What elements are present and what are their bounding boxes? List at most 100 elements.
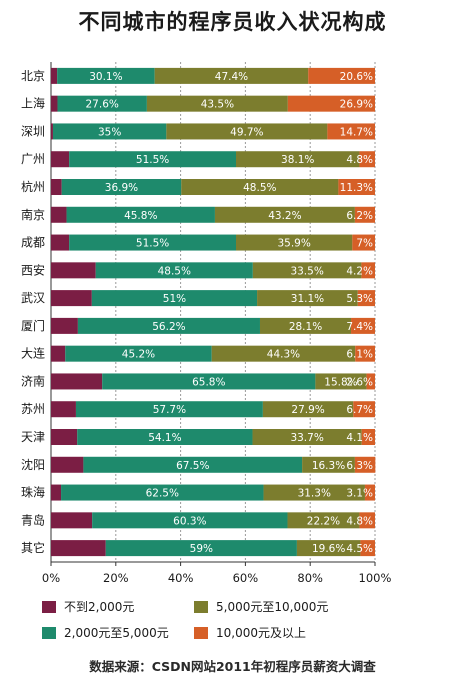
legend-swatch-5000-10000 [194,600,208,613]
data-label: 59% [190,543,213,555]
category-label: 武汉 [21,291,45,305]
bar-segment [327,123,375,140]
x-tick-label: 0% [42,571,60,585]
data-label: 6.2% [346,210,373,222]
bar-segment [69,234,237,251]
legend-label-under-2000: 不到2,000元 [64,600,135,614]
category-label: 苏州 [21,402,45,416]
bar-segment [262,401,354,418]
data-label: 38.1% [281,154,314,166]
data-label: 27.6% [86,99,119,111]
data-label: 45.2% [122,349,155,361]
bar-segment [364,484,375,501]
data-label: 65.8% [192,376,225,388]
bar-segment [263,484,365,501]
bar-segment [252,262,362,279]
legend-swatch-under-2000 [42,600,56,613]
bar-segment [61,179,182,195]
data-source: 数据来源：CSDN网站2011年初程序员薪资大调查 [89,659,376,674]
data-label: 4.1% [346,432,373,444]
bar-segment [51,429,78,445]
bar-segment [51,512,93,529]
bar-segment [65,345,212,362]
bar-segment [359,512,375,529]
bar-segment [359,151,375,168]
bar-segment [361,429,375,445]
chart-title: 不同城市的程序员收入状况构成 [78,9,387,34]
bar-segment [236,234,353,251]
bar-segment [353,401,375,418]
data-label: 6.7% [346,404,373,416]
data-label: 30.1% [89,71,122,83]
bar-segment [51,67,58,84]
stacked-bar-chart: 0% 20% 40% 60% 80% 100% 北京 30.1% 47.4% 20.6% 上海 27.… [21,62,392,585]
bar-segment [236,151,360,168]
bar-segment [146,95,288,112]
category-label: 青岛 [21,512,45,527]
data-label: 4.8% [346,515,373,527]
data-label: 51% [163,293,186,305]
bar-segment [83,456,303,473]
category-label: 大连 [21,346,45,361]
data-label: 4.2% [346,265,373,277]
data-label: 4.8% [346,154,373,166]
legend-swatch-2000-5000 [42,626,56,639]
category-label: 沈阳 [21,457,45,472]
data-label: 56.2% [152,321,185,333]
bar-segment [77,317,260,334]
bar-segment [361,262,375,279]
category-label: 深圳 [21,124,45,138]
data-label: 67.5% [176,460,209,472]
data-label: 35.9% [277,238,310,250]
bar-segment [214,206,355,223]
bar-segment [296,540,361,557]
category-label: 成都 [21,236,45,250]
legend-item-over-10000: 10,000元及以上 [194,624,306,641]
bar-segment [166,123,328,140]
bar-segment [51,234,70,251]
data-label: 4.5% [346,543,373,555]
bar-segment [357,290,375,307]
bar-segment [352,234,375,251]
data-label: 36.9% [105,182,138,194]
data-label: 45.8% [124,210,157,222]
data-label: 54.1% [148,432,181,444]
category-label: 北京 [21,69,45,83]
legend-label-over-10000: 10,000元及以上 [216,626,306,640]
bar-segment [51,456,84,473]
bar-segment [69,151,237,168]
bar-segment [181,179,339,195]
bar-segment [257,290,358,307]
data-label: 28.1% [289,321,322,333]
category-label: 南京 [21,207,45,222]
data-label: 35% [98,126,121,138]
x-tick-label: 100% [359,571,392,585]
data-label: 27.9% [291,404,324,416]
data-label: 62.5% [146,488,179,500]
data-label: 60.3% [173,515,206,527]
category-label: 其它 [21,540,45,555]
legend-label-5000-10000: 5,000元至10,000元 [216,600,329,614]
legend-swatch-over-10000 [194,626,208,639]
data-label: 3.1% [346,488,373,500]
data-label: 6.3% [346,460,373,472]
bar-segment [51,262,96,279]
bar-segment [302,456,355,473]
category-label: 西安 [21,262,45,277]
bar-segment [57,67,155,84]
data-label: 51.5% [136,238,169,250]
data-label: 48.5% [243,182,276,194]
data-label: 14.7% [340,126,373,138]
category-label: 杭州 [21,179,45,194]
bar-segment [51,540,106,557]
bar-segment [51,179,62,195]
bar-segment [354,456,376,473]
bar-segment [355,345,375,362]
data-label: 26.9% [340,99,373,111]
bar-segment [338,179,375,195]
bar-segment [287,95,375,112]
category-label: 天津 [21,430,45,444]
data-label: 31.3% [298,488,331,500]
data-label: 43.2% [268,210,301,222]
data-label: 22.2% [307,515,340,527]
